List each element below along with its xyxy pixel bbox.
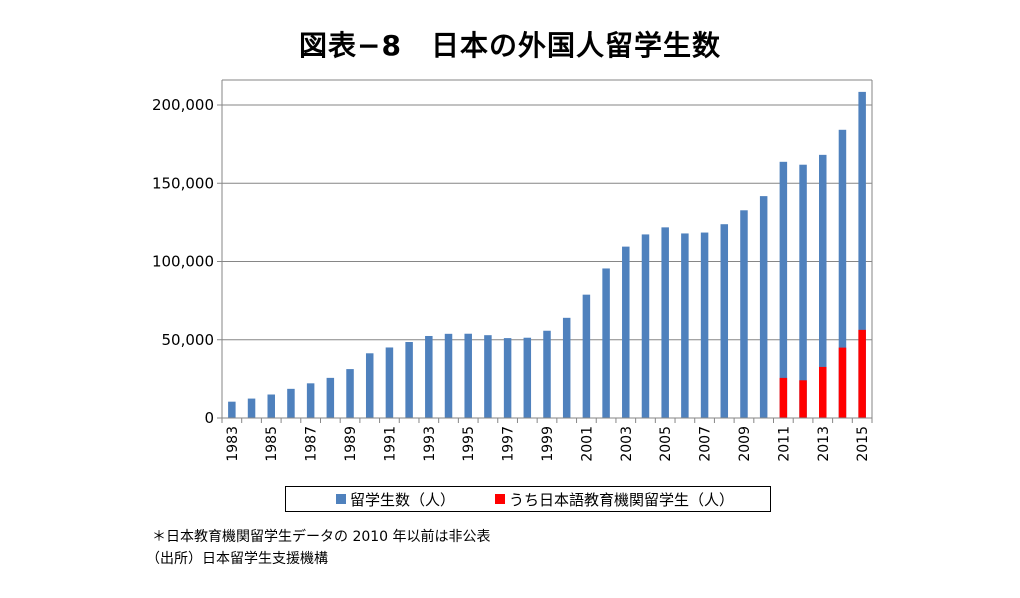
bar-students	[228, 401, 236, 418]
y-tick-label: 150,000	[152, 174, 214, 192]
bar-students	[838, 129, 847, 418]
bars	[228, 91, 866, 418]
bar-students	[247, 398, 256, 418]
x-tick-label: 1991	[382, 426, 398, 462]
bar-students	[779, 161, 788, 418]
legend-swatch-blue	[336, 494, 346, 504]
chart-title: 図表−8 日本の外国人留学生数	[299, 29, 721, 62]
bar-language-school	[779, 377, 788, 418]
bar-students	[819, 154, 827, 418]
bar-students	[444, 333, 453, 418]
y-tick-label: 50,000	[162, 331, 215, 349]
x-tick-label: 2003	[619, 426, 635, 462]
axes	[217, 79, 873, 423]
bar-students	[267, 394, 275, 418]
gridlines	[222, 104, 872, 341]
bar-students	[681, 233, 689, 418]
bar-students	[503, 338, 512, 418]
bar-students	[562, 317, 571, 418]
bar-language-school	[838, 347, 847, 418]
bar-language-school	[819, 366, 827, 418]
footnote: ＊日本教育機関留学生データの 2010 年以前は非公表	[152, 529, 491, 545]
bar-students	[287, 388, 295, 418]
x-tick-label: 2001	[579, 426, 595, 462]
bar-students	[405, 342, 413, 418]
x-tick-label: 1985	[264, 426, 280, 462]
x-tick-label: 2009	[737, 426, 753, 462]
bar-students	[425, 335, 433, 418]
bar-students	[740, 210, 748, 418]
bar-students	[464, 333, 472, 418]
bar-students	[799, 164, 807, 418]
source-note: （出所）日本留学生支援機構	[146, 551, 328, 567]
bar-students	[661, 227, 669, 418]
x-tick-labels: 1983 1985 1987 1989 1991 1993 1995 1997 1999 2001…	[225, 426, 871, 462]
bar-students	[484, 335, 492, 418]
y-tick-label: 200,000	[152, 96, 214, 114]
legend-item-language-school: うち日本語教育機関留学生（人）	[495, 489, 734, 510]
bar-students	[858, 91, 866, 418]
bar-language-school	[799, 380, 807, 418]
x-tick-label: 1983	[225, 426, 241, 462]
legend: 留学生数（人） うち日本語教育機関留学生（人）	[285, 486, 771, 512]
x-tick-label: 2015	[855, 426, 871, 462]
bar-students	[582, 294, 591, 418]
x-tick-label: 1993	[422, 426, 438, 462]
x-tick-label: 1995	[461, 426, 477, 462]
bar-students	[759, 196, 768, 418]
bar-students	[720, 224, 729, 418]
legend-item-students: 留学生数（人）	[336, 489, 455, 510]
bar-students	[700, 232, 709, 418]
bar-students	[306, 383, 315, 418]
bar-students	[641, 234, 650, 418]
legend-label-language-school: うち日本語教育機関留学生（人）	[509, 490, 735, 509]
bar-students	[622, 246, 630, 418]
x-tick-label: 2013	[816, 426, 832, 462]
bar-students	[602, 268, 610, 418]
y-tick-label: 0	[204, 409, 214, 427]
y-tick-labels: 0 50,000 100,000 150,000 200,000	[152, 96, 214, 427]
x-tick-label: 2007	[698, 426, 714, 462]
legend-swatch-red	[495, 494, 506, 504]
x-tick-label: 2011	[776, 426, 792, 462]
bar-language-school	[858, 329, 866, 418]
x-tick-label: 1999	[540, 426, 556, 462]
bar-students	[346, 369, 354, 418]
y-tick-label: 100,000	[152, 253, 214, 271]
x-tick-label: 1987	[304, 426, 320, 462]
bar-students	[385, 347, 394, 418]
bar-students	[326, 377, 335, 418]
bar-students	[523, 337, 532, 418]
x-tick-label: 2005	[658, 426, 674, 462]
x-tick-label: 1989	[343, 426, 359, 462]
x-tick-label: 1997	[501, 426, 517, 462]
bar-students	[365, 353, 374, 418]
legend-label-students: 留学生数（人）	[350, 490, 456, 509]
bar-students	[543, 330, 551, 418]
